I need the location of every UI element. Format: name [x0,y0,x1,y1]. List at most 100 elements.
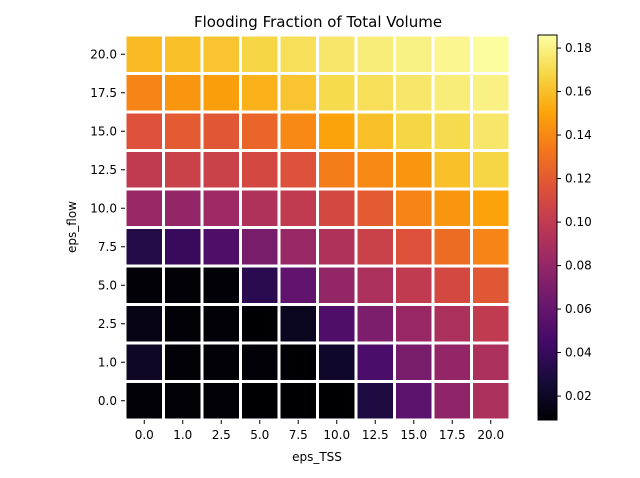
heatmap-cell [200,341,242,383]
heatmap-cell [162,264,204,306]
heatmap-cell [393,110,435,152]
x-axis-ticks: 0.0 1.0 2.5 5.0 7.5 10.0 12.5 15.0 17.5 20.0 [135,420,504,442]
heatmap-cell [354,33,396,75]
heatmap-cell [354,149,396,191]
heatmap-cell [277,33,319,75]
heatmap-cell [162,187,204,229]
heatmap-cell [316,110,358,152]
y-tick-label: 15.0 [90,124,117,138]
heatmap-cell [316,341,358,383]
heatmap-cell [123,264,165,306]
heatmap-cell [354,303,396,345]
heatmap-cell [354,226,396,268]
x-axis-label: eps_TSS [292,450,342,464]
heatmap-cell [277,72,319,114]
heatmap-cell [162,341,204,383]
y-tick-label: 20.0 [90,47,117,61]
x-tick-label: 1.0 [173,428,192,442]
heatmap-cell [393,72,435,114]
heatmap-cell [277,303,319,345]
colorbar-ticks: 0.02 0.04 0.06 0.08 0.10 0.12 0.14 0.16 0.18 [557,41,592,403]
x-tick-label: 12.5 [362,428,389,442]
heatmap-cell [200,110,242,152]
heatmap-cell [162,380,204,422]
colorbar-tick-label: 0.08 [565,259,592,273]
y-tick-label: 0.0 [98,394,117,408]
heatmap-cell [316,33,358,75]
heatmap-cell [354,341,396,383]
heatmap-cell [239,33,281,75]
heatmap-cell [123,72,165,114]
heatmap-cell [277,149,319,191]
heatmap-cell [316,303,358,345]
heatmap-cell [393,33,435,75]
x-tick-label: 0.0 [135,428,154,442]
heatmap-cell [200,303,242,345]
heatmap-cell [470,33,512,75]
heatmap-cell [470,149,512,191]
heatmap-cell [123,110,165,152]
heatmap-cell [200,72,242,114]
heatmap-cell [200,226,242,268]
heatmap-cells [123,33,512,422]
heatmap-cell [200,380,242,422]
heatmap-cell [239,303,281,345]
heatmap-cell [277,187,319,229]
colorbar-tick-label: 0.16 [565,85,592,99]
heatmap-cell [239,187,281,229]
colorbar-tick-label: 0.02 [565,389,592,403]
heatmap-cell [162,72,204,114]
heatmap-cell [200,187,242,229]
heatmap-cell [393,380,435,422]
heatmap-cell [200,264,242,306]
heatmap-cell [393,341,435,383]
x-tick-label: 10.0 [323,428,350,442]
heatmap-cell [393,226,435,268]
heatmap-cell [431,341,473,383]
heatmap-cell [470,187,512,229]
heatmap-cell [239,149,281,191]
heatmap-cell [470,226,512,268]
colorbar [537,34,558,421]
x-tick-label: 17.5 [439,428,466,442]
heatmap-cell [470,264,512,306]
x-tick-label: 20.0 [477,428,504,442]
heatmap-cell [393,303,435,345]
x-tick-label: 7.5 [289,428,308,442]
y-tick-label: 10.0 [90,201,117,215]
heatmap-cell [431,72,473,114]
heatmap-cell [123,303,165,345]
y-tick-label: 1.0 [98,355,117,369]
heatmap-cell [162,303,204,345]
heatmap-cell [316,226,358,268]
heatmap-cell [431,33,473,75]
heatmap-cell [316,72,358,114]
heatmap-cell [123,33,165,75]
heatmap-cell [354,187,396,229]
y-tick-label: 5.0 [98,278,117,292]
y-axis-ticks: 0.0 1.0 2.5 5.0 7.5 10.0 12.5 15.0 17.5 20.0 [90,47,125,408]
heatmap-cell [316,187,358,229]
heatmap-cell [277,110,319,152]
heatmap-cell [239,110,281,152]
colorbar-tick-label: 0.06 [565,302,592,316]
chart-title: Flooding Fraction of Total Volume [194,13,442,31]
heatmap-cell [354,380,396,422]
heatmap-cell [123,187,165,229]
heatmap-cell [239,72,281,114]
heatmap-cell [431,264,473,306]
heatmap-cell [470,380,512,422]
heatmap-cell [162,33,204,75]
heatmap-cell [123,341,165,383]
heatmap-cell [431,110,473,152]
colorbar-tick-label: 0.18 [565,41,592,55]
heatmap-cell [239,341,281,383]
heatmap-cell [470,110,512,152]
heatmap-cell [200,149,242,191]
heatmap-cell [316,149,358,191]
heatmap-cell [277,226,319,268]
heatmap-cell [277,264,319,306]
heatmap-cell [277,341,319,383]
heatmap-cell [162,149,204,191]
colorbar-tick-label: 0.14 [565,128,592,142]
